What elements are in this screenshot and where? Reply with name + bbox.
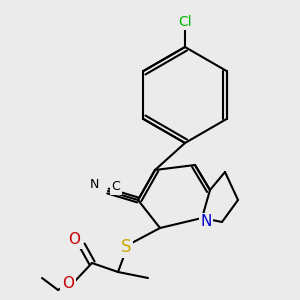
Text: C: C — [112, 181, 120, 194]
Text: O: O — [68, 232, 80, 247]
Text: S: S — [121, 238, 131, 256]
Text: N: N — [200, 214, 212, 230]
Text: O: O — [62, 277, 74, 292]
Text: Cl: Cl — [178, 15, 192, 29]
Text: N: N — [89, 178, 99, 190]
